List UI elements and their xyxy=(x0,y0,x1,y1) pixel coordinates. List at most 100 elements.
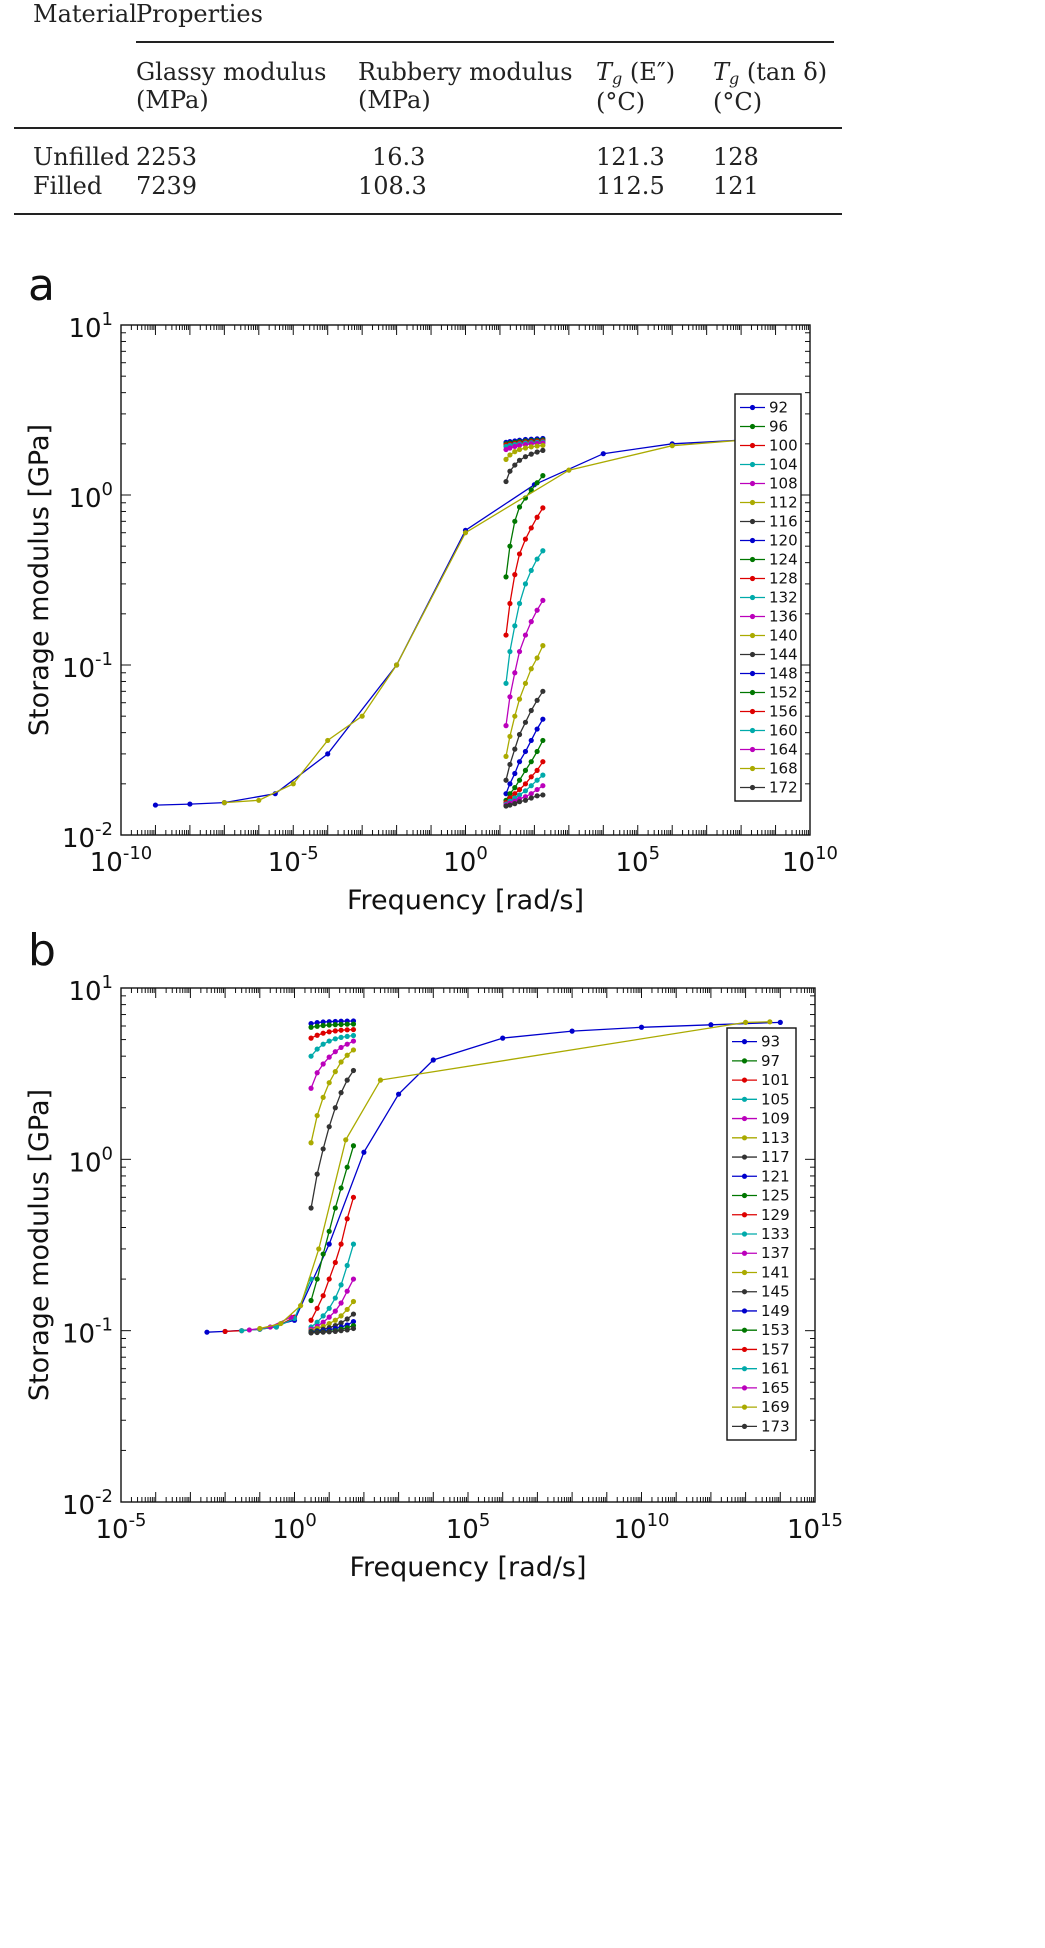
data-point xyxy=(534,777,540,783)
y-axis-label: Storage modulus [GPa] xyxy=(24,1089,55,1401)
col-header-glassy-line2: (MPa) xyxy=(136,86,209,114)
data-point xyxy=(534,556,540,562)
data-point xyxy=(308,1085,314,1091)
x-tick-label: 1015 xyxy=(787,1510,843,1545)
legend-swatch-marker xyxy=(741,1366,748,1372)
x-tick-label: 10-5 xyxy=(268,843,319,878)
data-point xyxy=(344,1327,350,1333)
legend-swatch-marker xyxy=(749,518,756,525)
series-108 xyxy=(503,440,546,453)
data-point xyxy=(314,1319,320,1325)
data-point xyxy=(308,1205,314,1211)
data-point xyxy=(394,662,400,668)
series-132 xyxy=(503,548,546,686)
x-tick-label: 1010 xyxy=(782,843,838,878)
data-point xyxy=(308,1140,314,1146)
legend-swatch-marker xyxy=(741,1135,748,1141)
x-tick-label: 105 xyxy=(615,843,660,878)
axis-ticks xyxy=(120,987,816,1503)
data-point xyxy=(516,551,523,557)
x-tick-label: 10-5 xyxy=(95,1510,146,1545)
data-point xyxy=(344,1052,350,1058)
col-header-tg-loss-line2: (°C) xyxy=(596,88,646,116)
legend-swatch-marker xyxy=(741,1423,748,1429)
data-point xyxy=(528,791,534,797)
legend-entry: 112 xyxy=(769,494,798,512)
data-point xyxy=(743,1019,749,1025)
legend-swatch-marker xyxy=(749,594,756,601)
y-tick-label: 10-1 xyxy=(62,649,113,684)
data-point xyxy=(540,772,546,778)
row-cell: 16.3 xyxy=(372,143,426,171)
data-point xyxy=(308,1297,314,1304)
x-tick-label-base: 10 xyxy=(614,1515,647,1545)
data-point xyxy=(332,1105,338,1111)
data-point xyxy=(512,785,518,791)
series-128 xyxy=(503,505,546,638)
data-point xyxy=(512,746,518,752)
data-point xyxy=(326,1241,332,1247)
data-point xyxy=(534,697,540,703)
data-point xyxy=(540,643,546,649)
y-tick-label: 10-2 xyxy=(62,819,113,854)
data-point xyxy=(338,1027,344,1033)
x-tick-label-base: 10 xyxy=(782,848,815,878)
data-point xyxy=(256,797,262,803)
data-point xyxy=(314,1020,320,1026)
y-tick-label: 100 xyxy=(68,479,113,514)
data-point xyxy=(767,1019,773,1025)
y-tick-label: 101 xyxy=(68,972,113,1007)
data-point xyxy=(569,1028,575,1034)
col-header-tg-loss: Tg (E″) (°C) xyxy=(596,58,675,116)
series-124 xyxy=(503,473,546,580)
data-point xyxy=(507,452,513,458)
data-point xyxy=(332,1317,338,1323)
data-point xyxy=(314,1070,320,1076)
data-point xyxy=(350,1241,357,1247)
data-point xyxy=(522,748,529,755)
legend-swatch-marker xyxy=(749,499,756,506)
data-point xyxy=(350,1194,357,1200)
legend-entry: 104 xyxy=(769,456,798,474)
data-point xyxy=(344,1216,350,1222)
data-point xyxy=(338,1044,344,1051)
legend-swatch-marker xyxy=(749,613,756,620)
legend-entry: 129 xyxy=(761,1206,790,1224)
data-point xyxy=(326,1054,332,1060)
data-point xyxy=(534,443,540,449)
legend-entry: 97 xyxy=(761,1052,780,1070)
legend-swatch-marker xyxy=(749,632,756,639)
data-point xyxy=(308,1053,314,1059)
data-point xyxy=(522,632,529,638)
series-line xyxy=(259,1021,770,1330)
legend-entry: 132 xyxy=(769,589,798,607)
legend-swatch-marker xyxy=(741,1212,748,1218)
data-point xyxy=(516,600,523,607)
data-point xyxy=(516,786,523,793)
data-point xyxy=(528,783,534,789)
data-point xyxy=(512,449,518,455)
data-point xyxy=(500,1035,506,1041)
tg-symbol: T xyxy=(596,58,613,86)
header-material: Material xyxy=(33,0,137,28)
data-point xyxy=(320,1293,326,1299)
data-point xyxy=(512,713,518,719)
x-tick-label-exp: 5 xyxy=(479,1510,490,1531)
x-tick-label-exp: 15 xyxy=(820,1510,843,1531)
data-point xyxy=(350,1021,357,1027)
data-point xyxy=(534,607,540,613)
legend-entry: 125 xyxy=(761,1187,790,1205)
legend-swatch-marker xyxy=(749,480,756,487)
x-tick-label-base: 10 xyxy=(95,1515,128,1545)
data-point xyxy=(540,716,546,722)
data-point xyxy=(528,737,534,744)
col-header-tg-tan-line1: Tg (tan δ) xyxy=(713,58,827,88)
data-point xyxy=(503,803,509,809)
legend-swatch-marker xyxy=(741,1058,748,1064)
x-tick-label: 100 xyxy=(272,1510,317,1545)
row-cell: 7239 xyxy=(136,172,198,200)
y-tick-label-base: 10 xyxy=(62,1320,95,1350)
tg-symbol: T xyxy=(713,58,730,86)
legend-entry: 164 xyxy=(769,741,798,759)
y-tick-label: 100 xyxy=(68,1143,113,1178)
